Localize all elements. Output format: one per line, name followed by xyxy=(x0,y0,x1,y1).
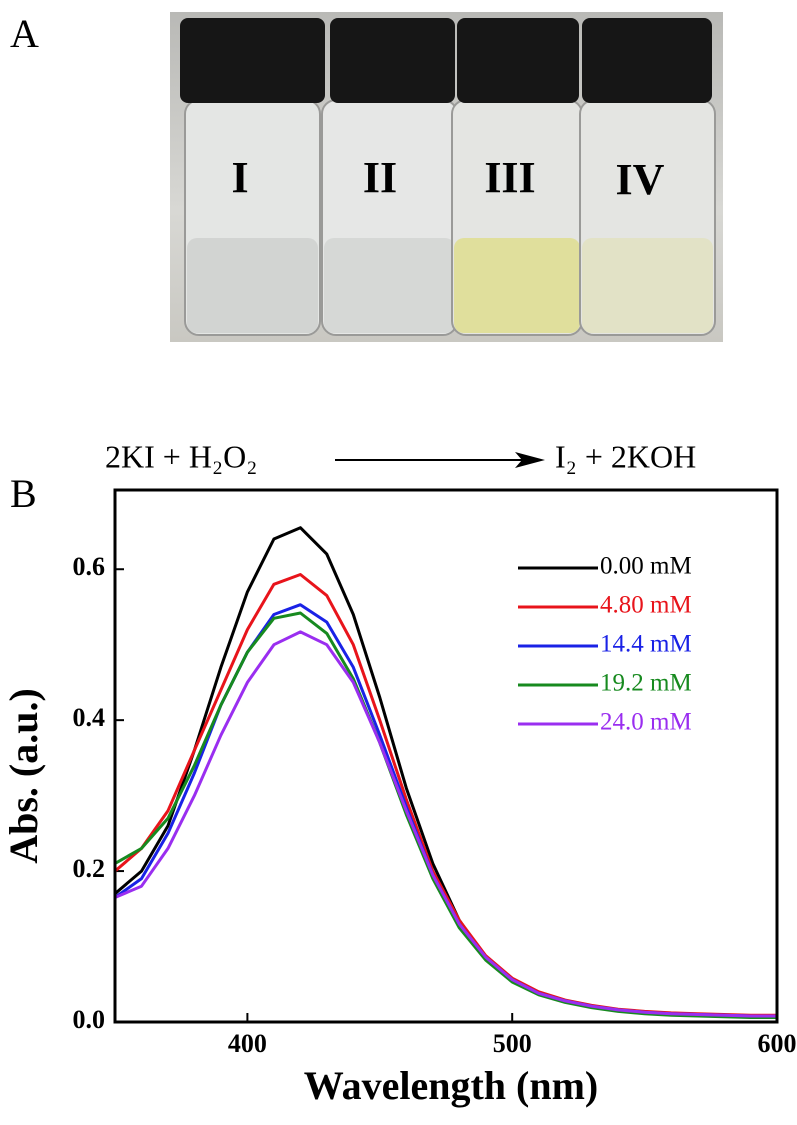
panel-label: B xyxy=(10,471,37,516)
x-tick-label: 500 xyxy=(493,1029,532,1058)
vial xyxy=(579,18,716,336)
y-tick-label: 0.2 xyxy=(73,854,106,883)
series-line xyxy=(115,603,777,1019)
arrow-head xyxy=(515,452,545,468)
vial xyxy=(451,18,583,336)
legend-label: 0.00 mM xyxy=(600,553,692,580)
vial-photo: I II III IV xyxy=(170,12,723,342)
legend-label: 24.0 mM xyxy=(600,709,692,736)
plot: 0.0 0.2 0.4 0.6 400 500 600 Wavelength (nm) Abs.… xyxy=(1,488,797,1108)
y-tick-label: 0.0 xyxy=(73,1005,106,1034)
y-axis-title: Abs. (a.u.) xyxy=(1,688,46,864)
vial xyxy=(180,18,325,336)
x-tick-label: 600 xyxy=(758,1029,797,1058)
x-axis-title: Wavelength (nm) xyxy=(304,1063,598,1108)
y-tick-label: 0.4 xyxy=(73,703,106,732)
plot-frame xyxy=(113,488,779,1024)
vial xyxy=(321,18,458,336)
legend-label: 14.4 mM xyxy=(600,631,692,658)
vial-label: III xyxy=(484,153,535,202)
x-tick-label: 400 xyxy=(228,1029,267,1058)
vial-label: I xyxy=(231,153,248,202)
panel-label: A xyxy=(10,11,39,56)
equation-reactants: 2KI + H₂O₂ xyxy=(105,438,257,474)
y-tick-label: 0.6 xyxy=(73,552,106,581)
vial-label: II xyxy=(363,153,397,202)
equation-products: I₂ + 2KOH xyxy=(555,438,696,474)
legend-label: 4.80 mM xyxy=(600,592,692,619)
legend-label: 19.2 mM xyxy=(600,670,692,697)
series-line xyxy=(115,630,777,1018)
vial-label: IV xyxy=(616,155,665,204)
